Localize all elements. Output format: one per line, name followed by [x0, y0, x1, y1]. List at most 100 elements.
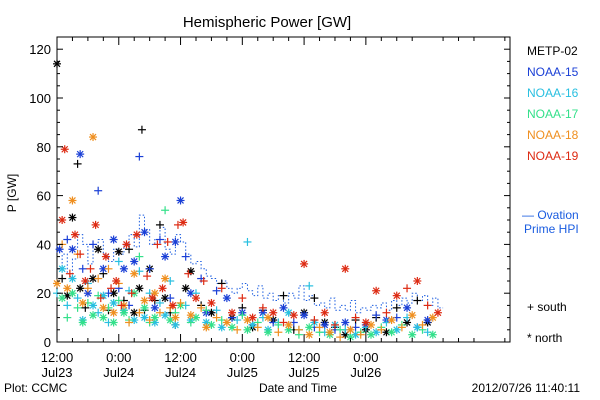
north-point-noaa-19 [433, 308, 442, 317]
north-point-noaa-19 [361, 318, 370, 327]
south-point-noaa-18 [294, 325, 303, 334]
south-point-noaa-17 [186, 318, 195, 327]
x-tick-label-time: 0:00 [353, 350, 378, 365]
y-tick-label: 40 [37, 237, 51, 252]
north-point-noaa-16 [171, 320, 180, 329]
chart-title: Hemispheric Power [GW] [183, 14, 351, 31]
south-point-noaa-18 [377, 325, 386, 334]
south-point-metp-02 [413, 296, 422, 305]
north-point-noaa-19 [112, 277, 121, 285]
south-point-metp-02 [73, 159, 82, 168]
x-tick-label-time: 12:00 [164, 350, 197, 365]
legend: METP-02 NOAA-15 NOAA-16 NOAA-17 NOAA-18 NOAA-… [527, 44, 579, 163]
south-point-noaa-18 [176, 298, 185, 307]
south-point-noaa-15 [135, 152, 144, 161]
north-point-metp-02 [114, 247, 123, 256]
south-point-metp-02 [155, 220, 164, 229]
north-point-noaa-19 [269, 308, 278, 317]
north-point-noaa-17 [140, 303, 149, 312]
ovation-legend-label-2: Prime HPI [524, 222, 579, 236]
north-point-noaa-17 [78, 318, 87, 327]
north-point-metp-02 [181, 284, 190, 293]
plot-credit: Plot: CCMC [4, 381, 68, 395]
timestamp: 2012/07/26 11:40:11 [472, 381, 581, 395]
south-point-noaa-19 [65, 269, 74, 278]
south-point-noaa-16 [73, 294, 82, 303]
north-point-noaa-17 [109, 318, 118, 327]
south-point-noaa-16 [305, 281, 314, 290]
north-point-noaa-18 [68, 196, 77, 205]
north-point-noaa-17 [367, 330, 376, 339]
y-tick-label: 0 [44, 335, 51, 350]
north-point-noaa-15 [76, 150, 85, 159]
x-tick-label-date: Jul25 [289, 365, 320, 380]
south-point-noaa-16 [155, 298, 164, 307]
south-point-noaa-19 [238, 294, 247, 303]
south-point-noaa-17 [202, 306, 211, 315]
north-point-noaa-19 [101, 252, 110, 261]
north-point-noaa-15 [300, 311, 309, 320]
x-axis: 12:00Jul230:00Jul2412:00Jul240:00Jul2512… [41, 37, 506, 380]
north-point-noaa-17 [408, 330, 417, 339]
south-point-metp-02 [58, 274, 67, 283]
x-tick-label-time: 0:00 [106, 350, 131, 365]
south-point-noaa-19 [310, 316, 319, 325]
north-point-noaa-18 [305, 330, 314, 339]
north-point-noaa-15 [403, 303, 412, 312]
north-marker-legend: * north [527, 331, 562, 345]
south-point-noaa-18 [83, 284, 92, 293]
north-point-noaa-19 [91, 220, 100, 229]
south-point-noaa-18 [253, 323, 262, 332]
south-point-noaa-15 [145, 264, 154, 273]
north-point-noaa-16 [109, 298, 118, 307]
north-point-noaa-17 [89, 311, 98, 320]
y-axis: 0 20 40 60 80 100 120 [29, 42, 510, 350]
y-tick-label: 120 [29, 42, 51, 57]
north-point-noaa-17 [243, 325, 252, 334]
south-point-noaa-17 [161, 206, 170, 215]
south-point-noaa-19 [423, 301, 432, 310]
south-point-noaa-19 [107, 284, 116, 293]
north-point-metp-02 [135, 284, 144, 293]
y-axis-label: P [GW] [5, 174, 19, 212]
south-point-noaa-18 [135, 308, 144, 317]
north-point-noaa-19 [392, 291, 401, 300]
south-point-noaa-18 [104, 264, 113, 273]
south-point-noaa-15 [166, 294, 175, 303]
south-point-metp-02 [279, 291, 288, 300]
north-point-noaa-18 [109, 308, 118, 317]
north-point-noaa-17 [68, 289, 77, 298]
north-point-metp-02 [68, 213, 77, 222]
x-tick-label-time: 0:00 [230, 350, 255, 365]
y-tick-label: 20 [37, 286, 51, 301]
north-point-noaa-19 [122, 240, 131, 249]
north-point-noaa-19 [341, 264, 350, 273]
legend-item: NOAA-19 [527, 149, 579, 163]
north-point-noaa-18 [140, 296, 149, 305]
north-point-noaa-18 [161, 274, 170, 283]
north-point-noaa-19 [81, 277, 90, 285]
north-point-noaa-17 [99, 313, 108, 322]
north-point-noaa-19 [191, 294, 200, 303]
south-point-noaa-19 [403, 284, 412, 293]
south-point-noaa-17 [135, 252, 144, 261]
south-point-noaa-15 [155, 235, 164, 244]
south-point-noaa-19 [76, 250, 85, 259]
x-tick-label-date: Jul24 [103, 365, 134, 380]
north-point-noaa-18 [387, 316, 396, 325]
south-point-noaa-17 [73, 303, 82, 312]
north-point-noaa-15 [68, 245, 77, 254]
ovation-hpi-line [57, 214, 444, 314]
x-tick-label-time: 12:00 [41, 350, 74, 365]
south-point-noaa-18 [315, 323, 324, 332]
north-point-noaa-17 [119, 308, 128, 317]
x-tick-label-date: Jul26 [350, 365, 381, 380]
south-point-noaa-18 [212, 313, 221, 322]
north-point-noaa-15 [140, 228, 149, 237]
ovation-hpi-path [57, 214, 444, 314]
north-point-noaa-19 [372, 286, 381, 295]
south-point-noaa-16 [63, 301, 72, 310]
south-point-noaa-19 [163, 237, 172, 246]
